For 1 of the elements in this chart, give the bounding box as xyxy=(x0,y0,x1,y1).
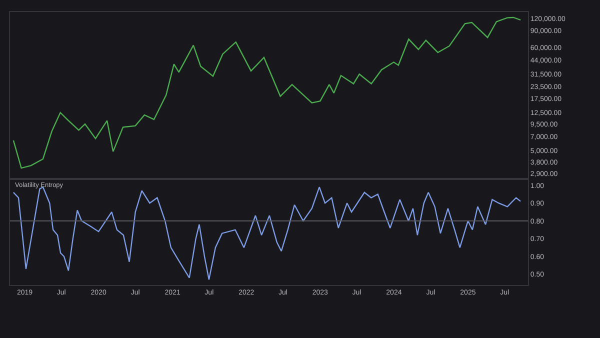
line-series xyxy=(12,16,522,169)
